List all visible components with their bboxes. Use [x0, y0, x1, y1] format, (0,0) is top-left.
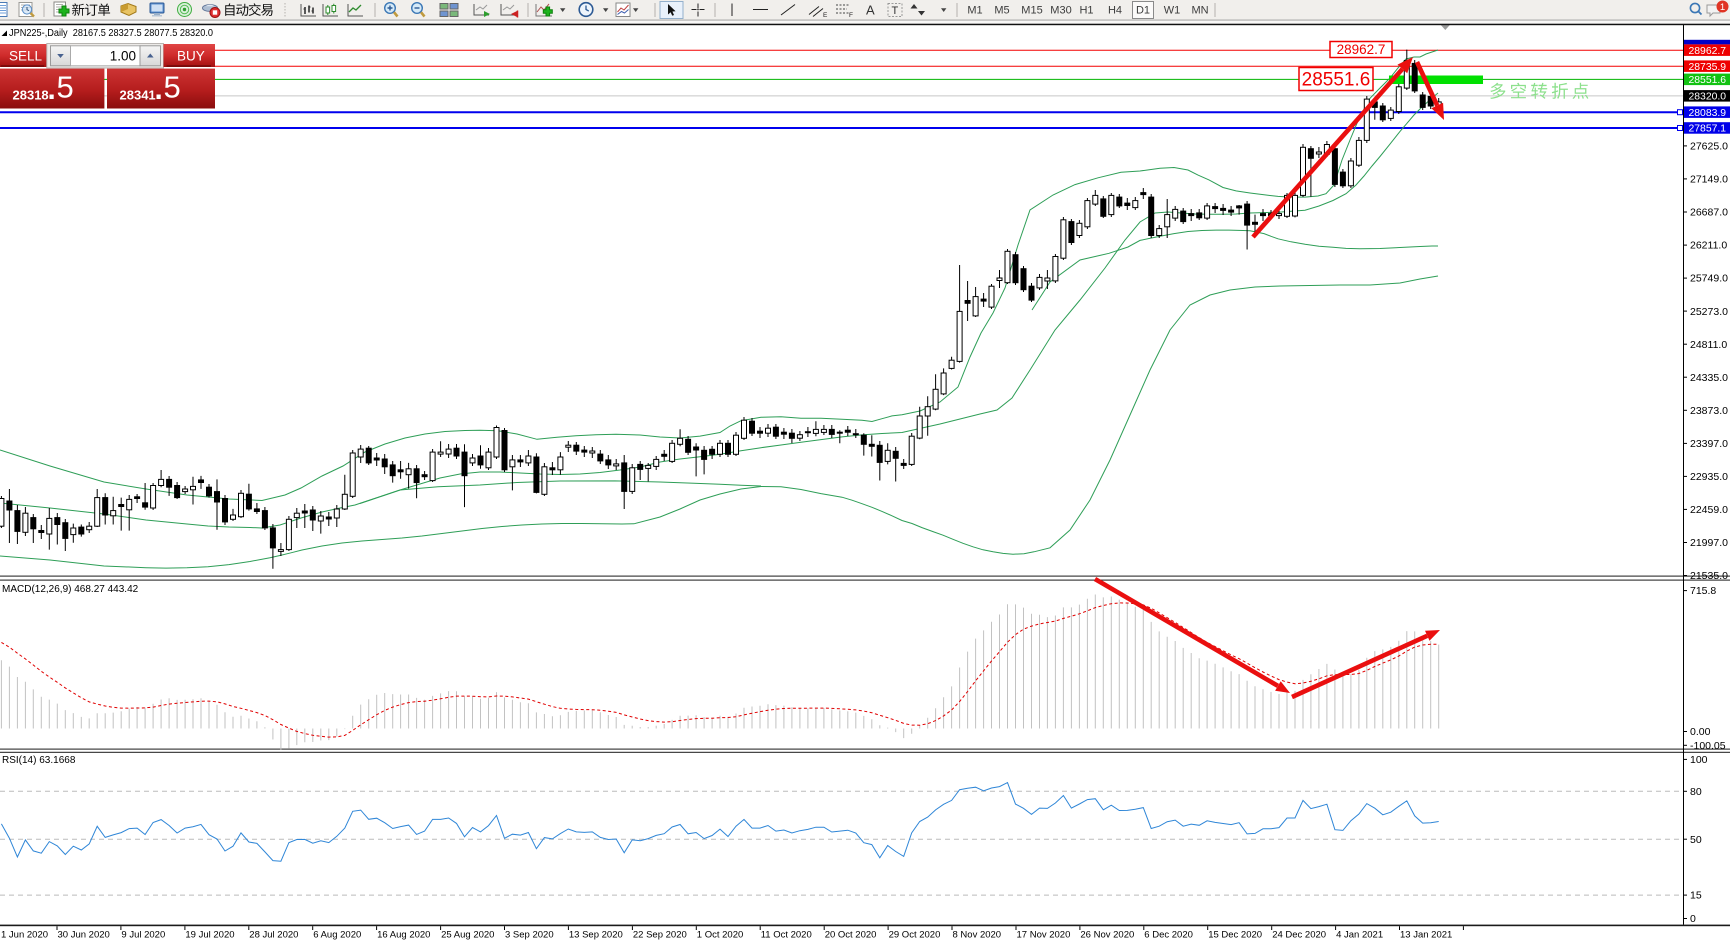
svg-text:1 Jun 2020: 1 Jun 2020: [1, 930, 48, 941]
svg-text:28 Jul 2020: 28 Jul 2020: [249, 930, 298, 941]
svg-text:26211.0: 26211.0: [1690, 240, 1727, 252]
svg-text:1: 1: [1720, 2, 1725, 13]
svg-text:0.00: 0.00: [1690, 726, 1711, 738]
svg-text:JPN225-,Daily 28167.5 28327.5: JPN225-,Daily 28167.5 28327.5 28077.5 28…: [9, 27, 213, 39]
svg-text:28341: 28341: [120, 87, 156, 102]
svg-text:15: 15: [1690, 890, 1702, 902]
svg-text:29 Oct 2020: 29 Oct 2020: [889, 930, 941, 941]
svg-text:MN: MN: [1191, 5, 1208, 17]
svg-text:22 Sep 2020: 22 Sep 2020: [633, 930, 687, 941]
svg-text:1 Oct 2020: 1 Oct 2020: [697, 930, 743, 941]
svg-text:-100.05: -100.05: [1690, 740, 1726, 752]
svg-text:5: 5: [57, 70, 74, 105]
svg-text:9 Jul 2020: 9 Jul 2020: [121, 930, 165, 941]
svg-text:30 Jun 2020: 30 Jun 2020: [58, 930, 110, 941]
svg-text:28551.6: 28551.6: [1302, 70, 1371, 91]
svg-text:0: 0: [1690, 913, 1696, 925]
svg-text:22459.0: 22459.0: [1690, 504, 1728, 516]
svg-text:MACD(12,26,9) 468.27 443.42: MACD(12,26,9) 468.27 443.42: [2, 584, 139, 595]
svg-text:RSI(14) 63.1668: RSI(14) 63.1668: [2, 755, 76, 766]
svg-text:M1: M1: [967, 5, 982, 17]
svg-text:715.8: 715.8: [1690, 585, 1716, 597]
svg-text:8 Nov 2020: 8 Nov 2020: [953, 930, 1002, 941]
svg-text:W1: W1: [1164, 5, 1181, 17]
svg-text:27625.0: 27625.0: [1690, 141, 1728, 153]
svg-text:28318: 28318: [13, 87, 49, 102]
svg-text:A: A: [866, 3, 875, 18]
svg-text:1.00: 1.00: [110, 48, 136, 63]
svg-text:27149.0: 27149.0: [1690, 174, 1728, 186]
svg-text:3 Sep 2020: 3 Sep 2020: [505, 930, 554, 941]
svg-text:28551.6: 28551.6: [1689, 75, 1727, 86]
svg-text:28320.0: 28320.0: [1689, 92, 1727, 103]
svg-text:80: 80: [1690, 786, 1702, 798]
svg-text:50: 50: [1690, 834, 1702, 846]
svg-text:23873.0: 23873.0: [1690, 405, 1728, 417]
svg-text:21997.0: 21997.0: [1690, 537, 1728, 549]
svg-text:24811.0: 24811.0: [1690, 339, 1727, 351]
svg-text:21535.0: 21535.0: [1690, 570, 1728, 582]
svg-text:27857.1: 27857.1: [1689, 124, 1727, 135]
svg-text:6 Aug 2020: 6 Aug 2020: [313, 930, 361, 941]
svg-text:24335.0: 24335.0: [1690, 372, 1728, 384]
svg-text:19 Jul 2020: 19 Jul 2020: [185, 930, 234, 941]
svg-text:4 Jan 2021: 4 Jan 2021: [1336, 930, 1383, 941]
svg-text:15 Dec 2020: 15 Dec 2020: [1208, 930, 1262, 941]
svg-text:16 Aug 2020: 16 Aug 2020: [377, 930, 430, 941]
svg-text:M30: M30: [1050, 5, 1071, 17]
svg-text:13 Sep 2020: 13 Sep 2020: [569, 930, 623, 941]
svg-text:25273.0: 25273.0: [1690, 306, 1728, 318]
svg-text:24 Dec 2020: 24 Dec 2020: [1272, 930, 1326, 941]
svg-text:M15: M15: [1021, 5, 1042, 17]
svg-text:17 Nov 2020: 17 Nov 2020: [1017, 930, 1071, 941]
svg-text:M5: M5: [994, 5, 1009, 17]
svg-text:BUY: BUY: [177, 49, 205, 64]
svg-text:D1: D1: [1136, 5, 1150, 17]
svg-text:25 Aug 2020: 25 Aug 2020: [441, 930, 494, 941]
svg-text:13 Jan 2021: 13 Jan 2021: [1400, 930, 1452, 941]
svg-text:100: 100: [1690, 754, 1708, 766]
svg-text:6 Dec 2020: 6 Dec 2020: [1144, 930, 1193, 941]
svg-text:26687.0: 26687.0: [1690, 207, 1728, 219]
svg-text:28735.9: 28735.9: [1689, 62, 1727, 73]
svg-text:28962.7: 28962.7: [1337, 42, 1386, 57]
svg-text:F: F: [849, 12, 853, 19]
svg-text:11 Oct 2020: 11 Oct 2020: [761, 930, 812, 941]
svg-text:T: T: [892, 5, 899, 17]
svg-text:SELL: SELL: [9, 49, 43, 64]
svg-text:23397.0: 23397.0: [1690, 438, 1728, 450]
svg-text:20 Oct 2020: 20 Oct 2020: [825, 930, 877, 941]
svg-text:E: E: [823, 12, 828, 19]
svg-text:25749.0: 25749.0: [1690, 273, 1728, 285]
svg-text:5: 5: [164, 70, 181, 105]
svg-text:26 Nov 2020: 26 Nov 2020: [1080, 930, 1134, 941]
svg-text:28962.7: 28962.7: [1689, 46, 1727, 57]
svg-text:22935.0: 22935.0: [1690, 471, 1728, 483]
svg-text:H4: H4: [1108, 5, 1122, 17]
svg-text:H1: H1: [1079, 5, 1093, 17]
svg-text:28083.9: 28083.9: [1689, 108, 1727, 119]
